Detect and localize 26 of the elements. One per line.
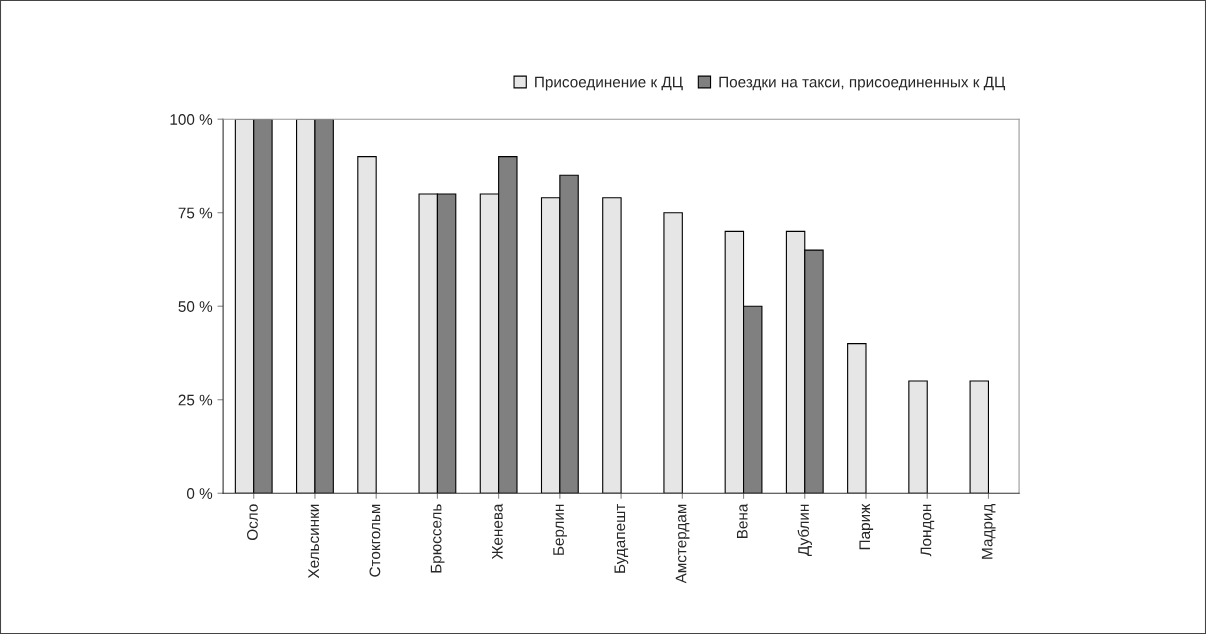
bar — [847, 343, 867, 494]
bar — [602, 197, 622, 494]
x-tick-label: Осло — [247, 504, 258, 541]
bar — [969, 380, 990, 494]
x-tick-label: Стокгольм — [369, 504, 381, 577]
y-tick-label: 25 % — [178, 394, 213, 406]
y-tick-label: 100 % — [170, 114, 213, 125]
x-tick-label: Дублин — [797, 504, 812, 556]
x-tick-label: Мадрид — [981, 503, 996, 559]
bar — [908, 380, 928, 494]
x-tick-label: Будапешт — [614, 503, 629, 573]
legend-label: Поездки на такси, присоединенных к ДЦ — [719, 76, 1006, 91]
x-tick-label: Лондон — [920, 504, 935, 557]
y-tick-label: 50 % — [178, 301, 213, 312]
bar — [357, 156, 377, 494]
x-tick-label: Вена — [736, 503, 748, 539]
x-tick-label: Женева — [492, 503, 503, 560]
x-tick-label: Хельсинки — [308, 504, 320, 579]
legend-label: Присоединение к ДЦ — [535, 76, 683, 91]
x-tick-label: Париж — [859, 503, 874, 550]
y-tick-label: 75 % — [178, 207, 213, 219]
y-tick-label: 0 % — [186, 488, 213, 499]
bar — [663, 212, 683, 494]
x-tick-label: Амстердам — [675, 504, 690, 584]
x-tick-label: Берлин — [553, 504, 567, 555]
x-tick-label: Брюссель — [430, 504, 445, 573]
